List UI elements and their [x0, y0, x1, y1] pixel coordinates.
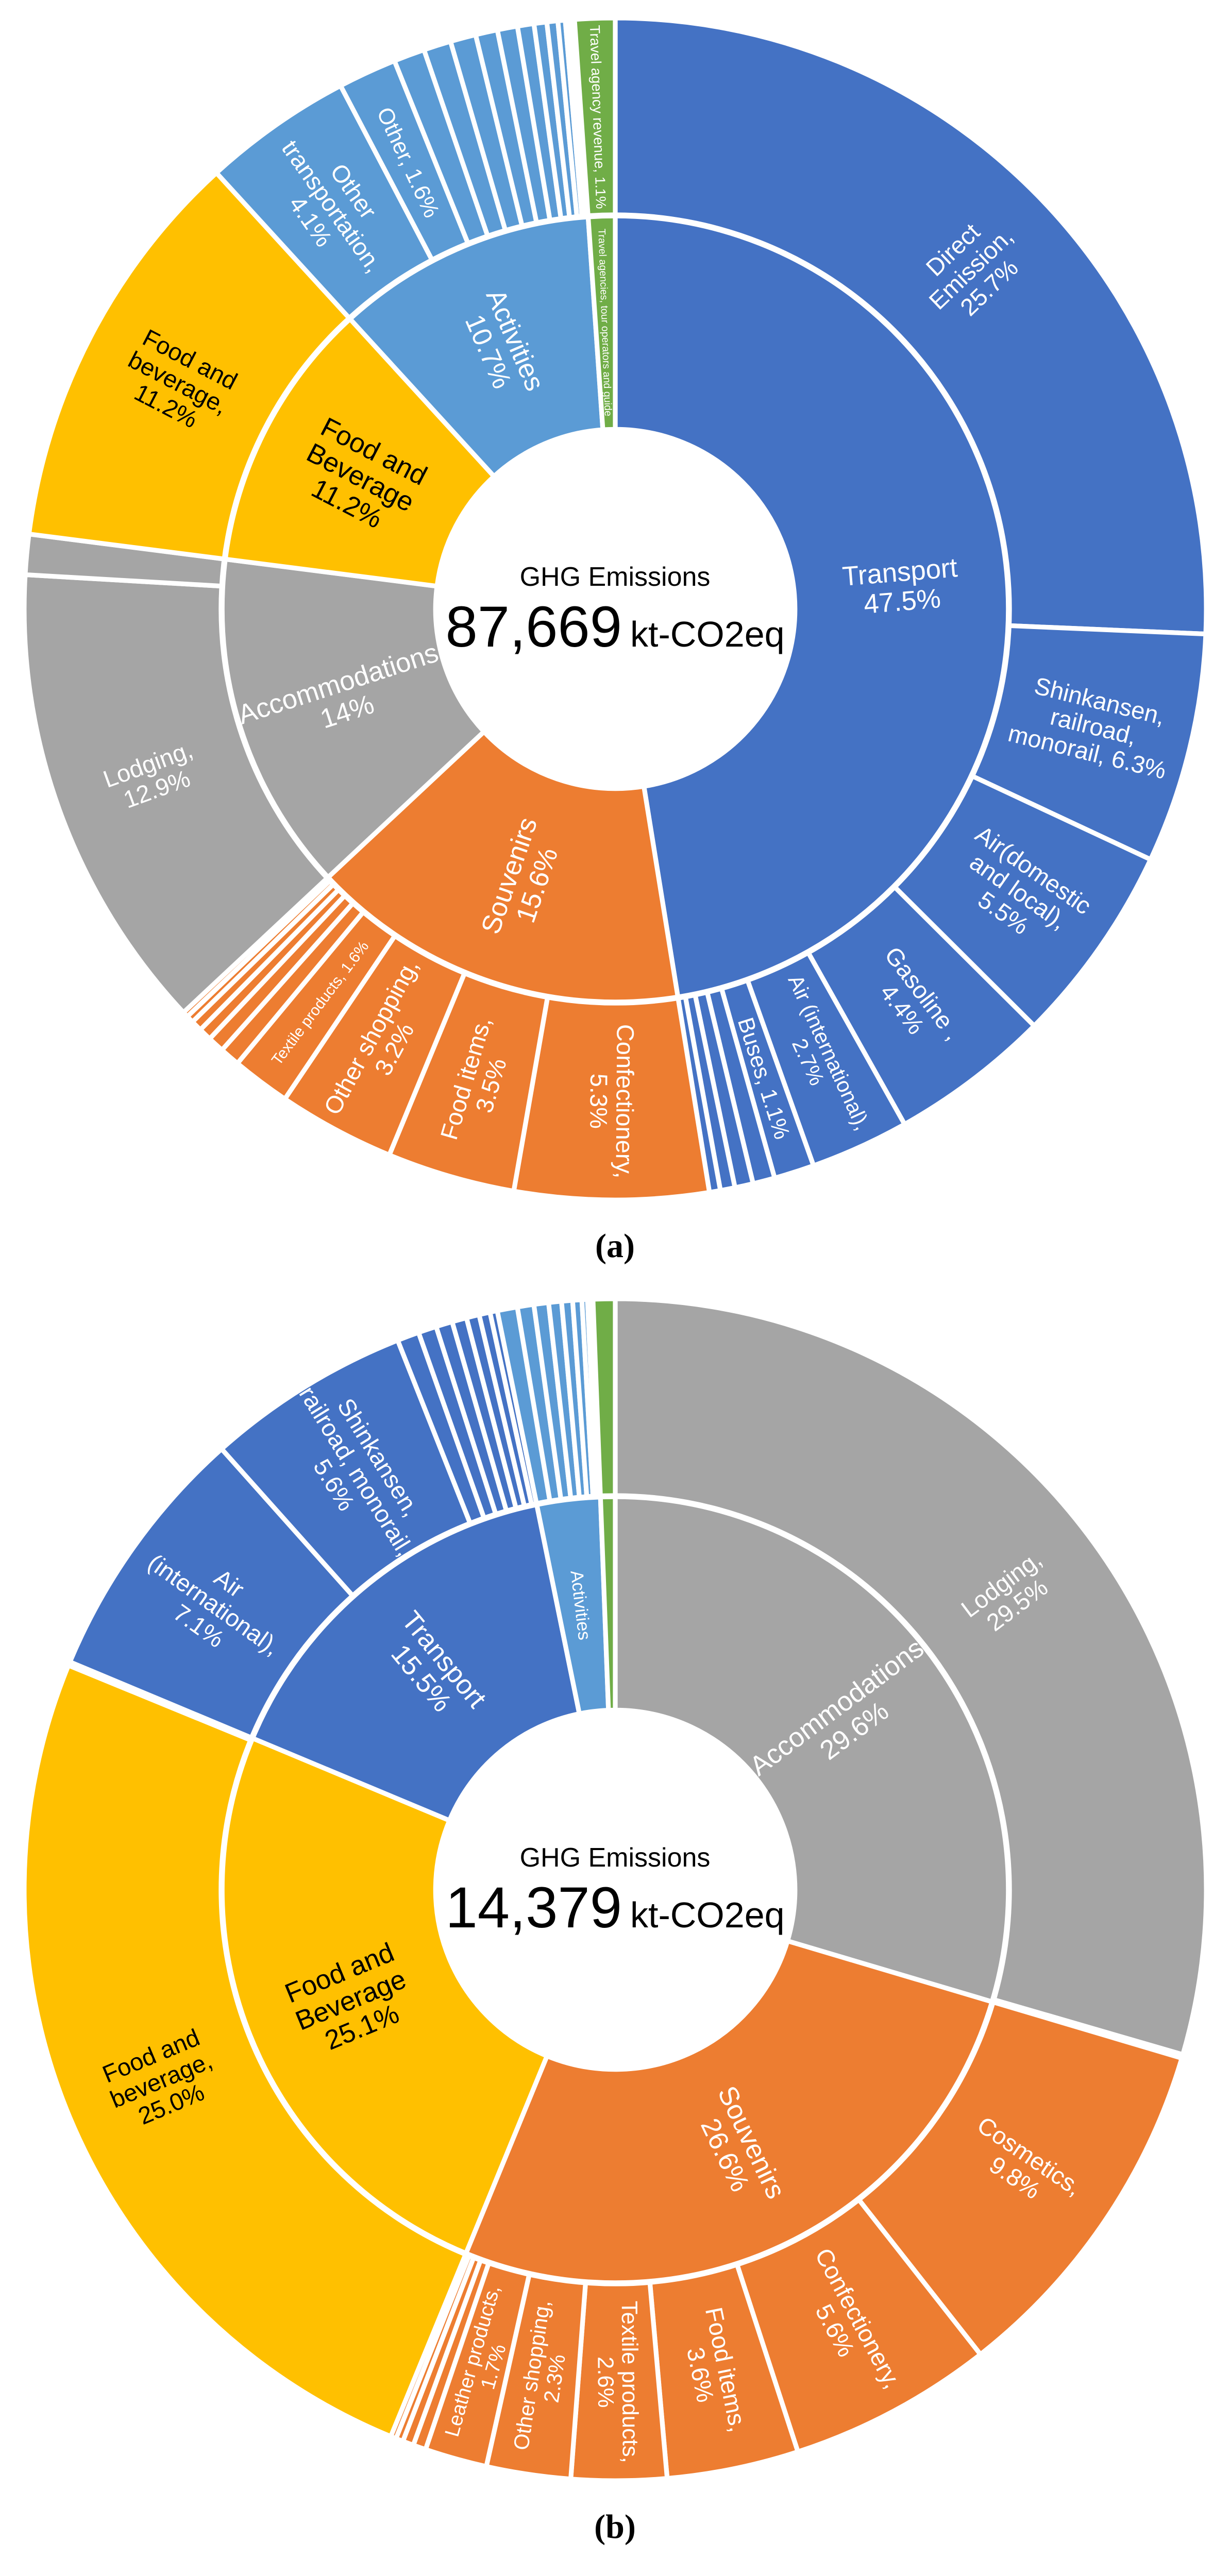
- sunburst-chart-a: Transport47.5%Souvenirs15.6%Accommodatio…: [21, 15, 1209, 1202]
- ring-separator: [218, 212, 1012, 1006]
- label-textile-products: Textile products,2.6%: [592, 2301, 642, 2464]
- donut-hole: [435, 1710, 795, 2070]
- chart-a-caption: (a): [595, 1227, 635, 1265]
- label-confectionery: Confectionery,5.3%: [584, 1024, 639, 1178]
- sunburst-chart-b: Accommodations29.6%Souvenirs26.6%Food an…: [21, 1296, 1209, 2483]
- donut-hole: [435, 429, 795, 789]
- chart-b-caption: (b): [594, 2508, 636, 2546]
- chart-b-block: Accommodations29.6% Souvenirs26.6% Food an…: [12, 1287, 1218, 2493]
- chart-a-block: Transport47.5% Souvenirs15.6% Accommodatio…: [12, 6, 1218, 1212]
- ring-separator: [218, 1493, 1012, 2286]
